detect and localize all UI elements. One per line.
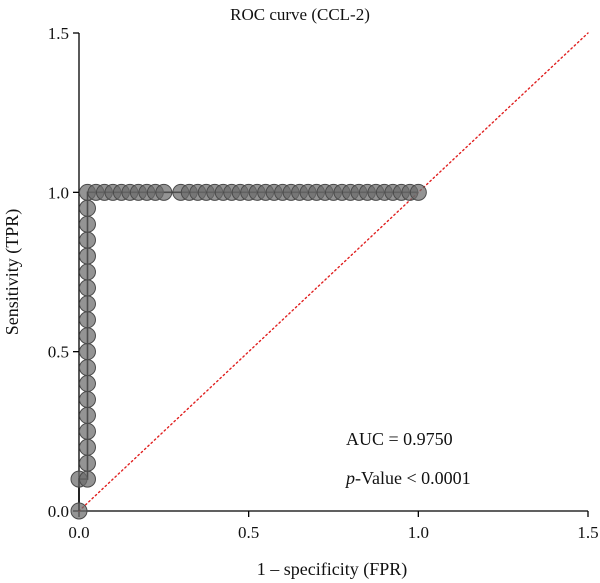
roc-point bbox=[409, 183, 427, 201]
roc-point bbox=[78, 327, 96, 345]
roc-point bbox=[78, 247, 96, 265]
roc-point bbox=[78, 390, 96, 408]
roc-point bbox=[78, 263, 96, 281]
roc-point bbox=[155, 183, 173, 201]
auc-annotation: AUC = 0.9750 bbox=[346, 429, 453, 449]
roc-point bbox=[78, 199, 96, 217]
roc-point bbox=[70, 502, 88, 520]
p-value-rest: -Value < 0.0001 bbox=[355, 468, 471, 488]
roc-point bbox=[78, 295, 96, 313]
chart-title: ROC curve (CCL-2) bbox=[230, 5, 370, 24]
roc-point bbox=[78, 422, 96, 440]
x-tick-label: 1.5 bbox=[577, 523, 598, 542]
reference-diagonal-line bbox=[78, 32, 589, 512]
roc-point bbox=[78, 343, 96, 361]
roc-point bbox=[78, 279, 96, 297]
y-tick-label: 0.5 bbox=[48, 343, 69, 362]
roc-point bbox=[78, 438, 96, 456]
roc-point bbox=[78, 311, 96, 329]
roc-point bbox=[78, 406, 96, 424]
x-axis-label: 1 – specificity (FPR) bbox=[257, 559, 408, 580]
roc-point bbox=[78, 454, 96, 472]
roc-point bbox=[78, 470, 96, 488]
y-axis-label: Sensitivity (TPR) bbox=[2, 209, 23, 336]
p-value-italic: p bbox=[344, 468, 355, 488]
x-tick-label: 1.0 bbox=[408, 523, 429, 542]
y-tick-label: 1.0 bbox=[48, 183, 69, 202]
y-tick-label: 0.0 bbox=[48, 502, 69, 521]
p-value-annotation: p-Value < 0.0001 bbox=[344, 468, 471, 488]
x-tick-label: 0.0 bbox=[68, 523, 89, 542]
roc-point bbox=[78, 231, 96, 249]
x-tick-label: 0.5 bbox=[238, 523, 259, 542]
roc-point bbox=[78, 375, 96, 393]
roc-point bbox=[78, 359, 96, 377]
roc-point bbox=[78, 215, 96, 233]
y-tick-label: 1.5 bbox=[48, 24, 69, 43]
plot-area: 0.0 0.5 1.0 1.5 0.0 0.5 1.0 1.5 bbox=[48, 24, 599, 542]
